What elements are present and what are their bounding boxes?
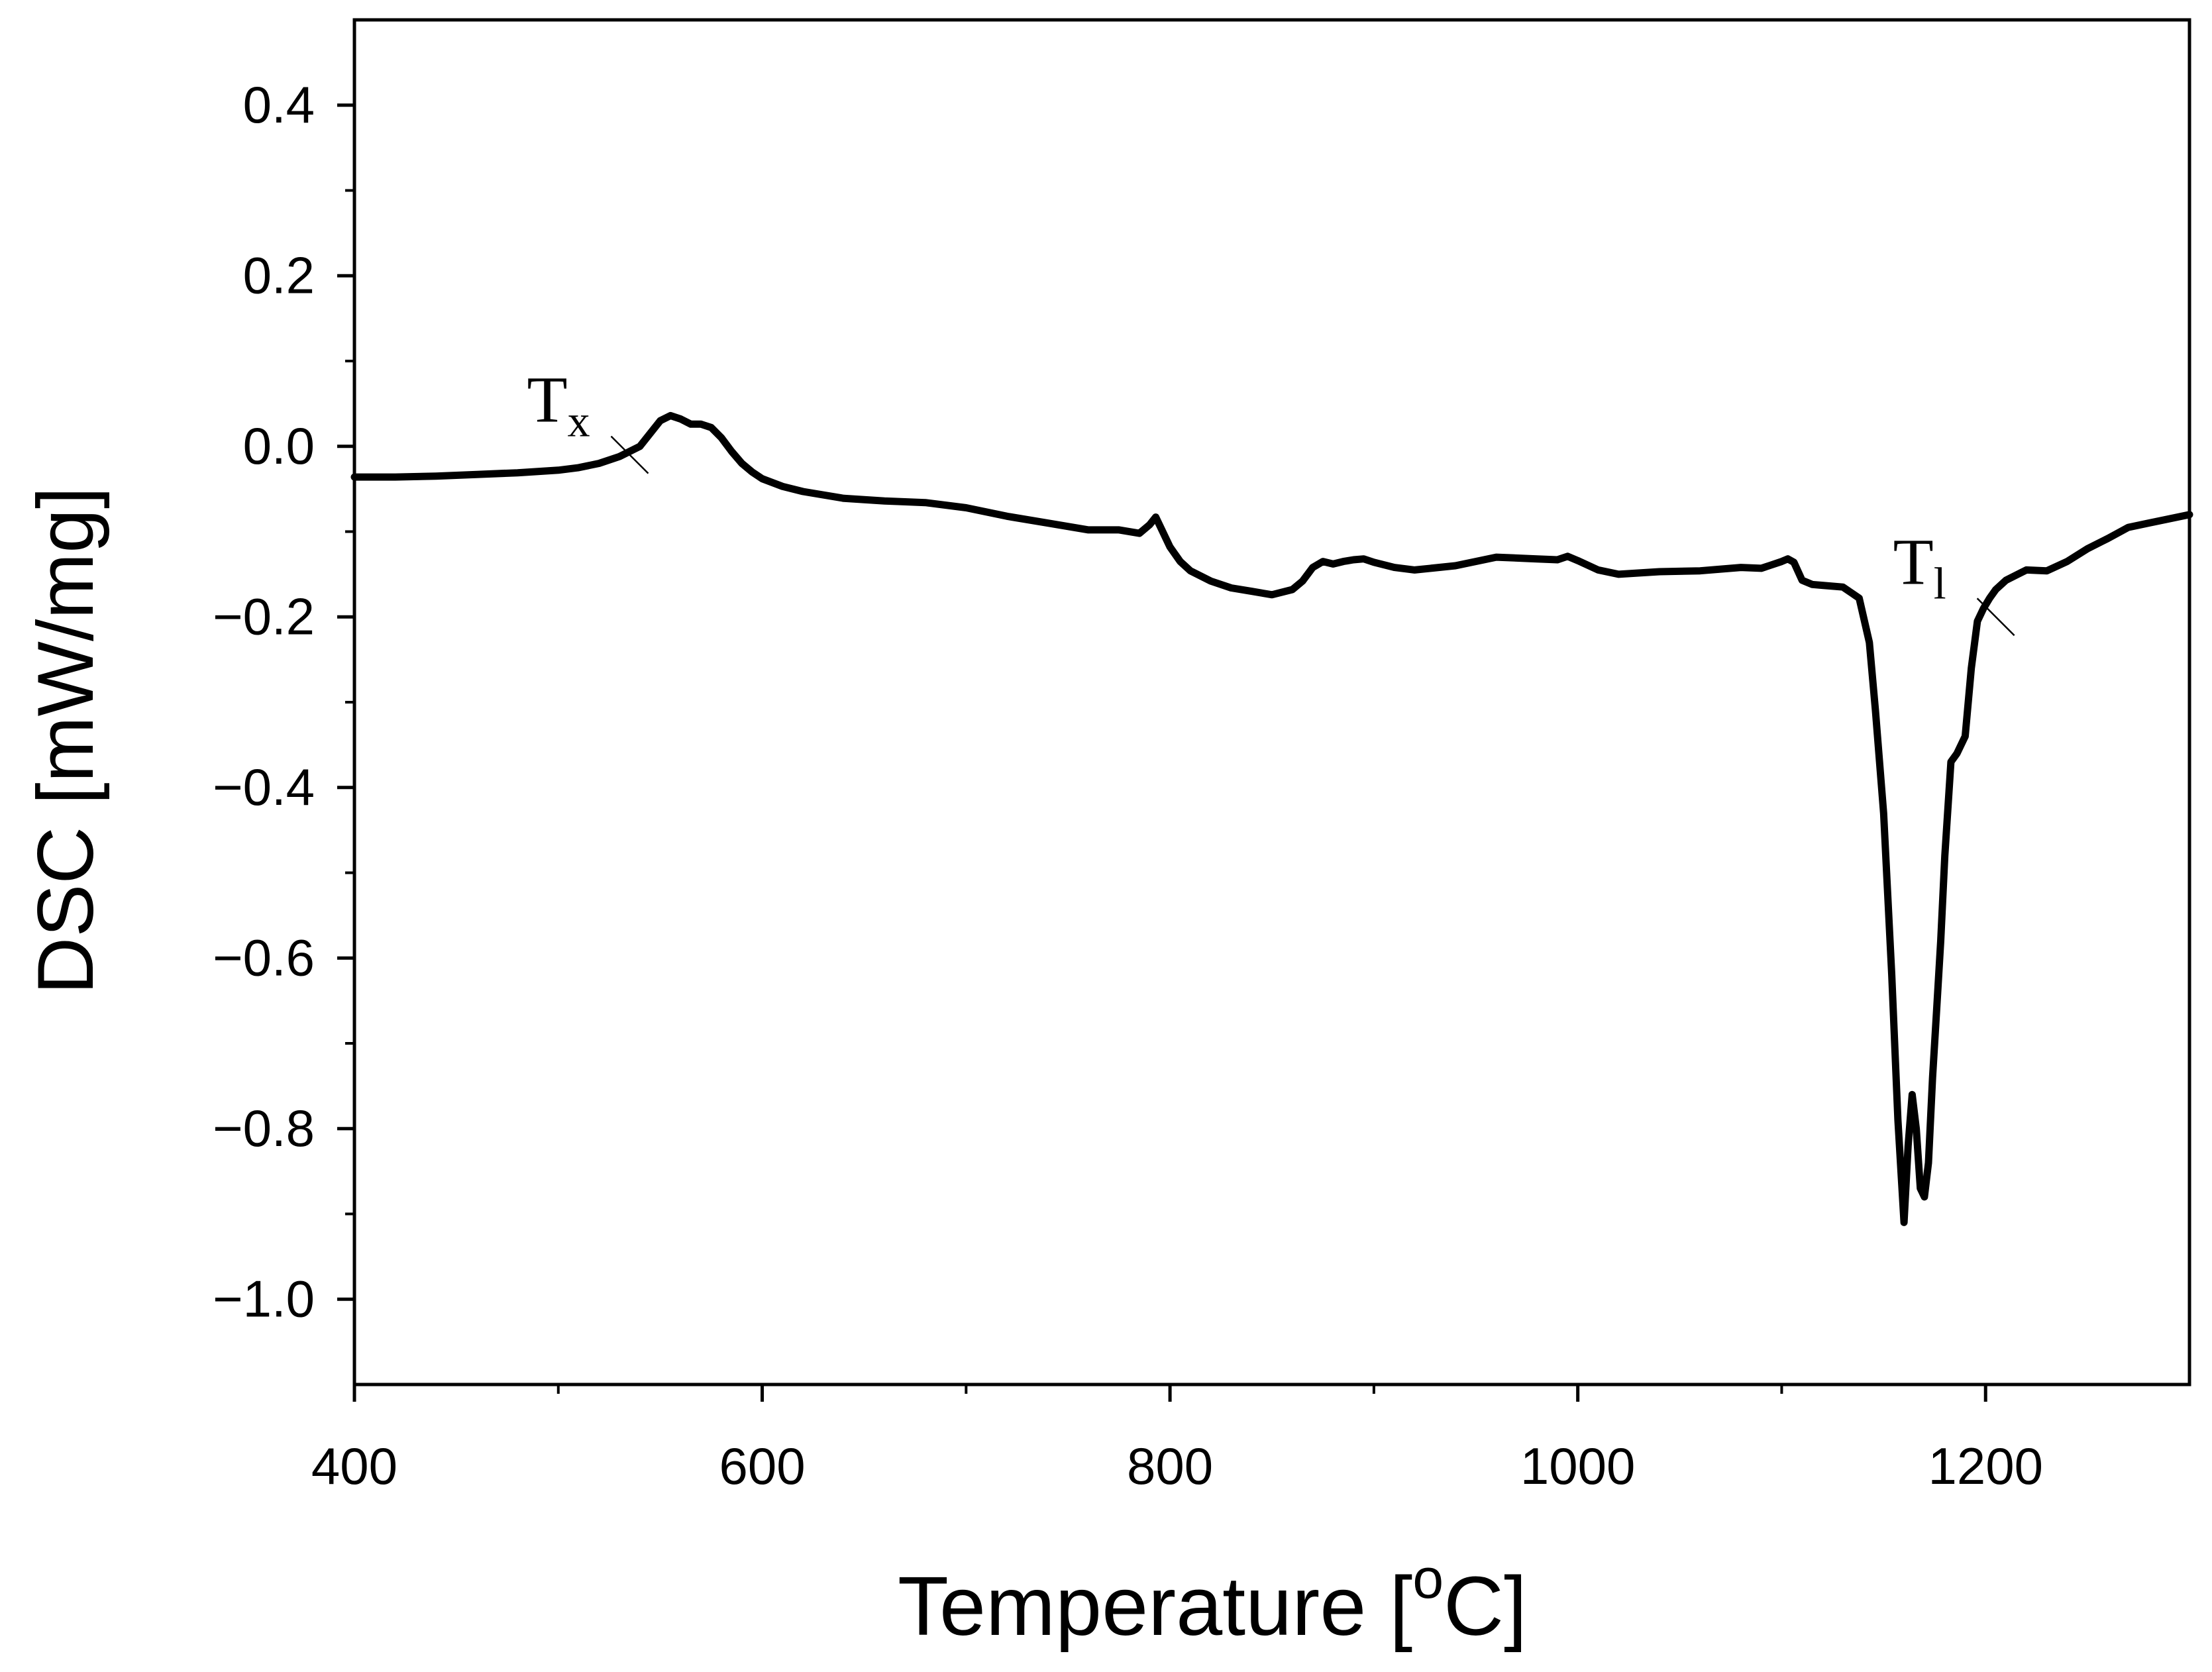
x-axis-label-unit: C]	[1444, 1559, 1527, 1653]
y-tick-label-2: 0.0	[243, 417, 315, 475]
x-tick-label-400: 400	[311, 1437, 397, 1495]
y-tick-label-4: −0.4	[213, 758, 315, 816]
dsc-series-line-0	[350, 411, 2193, 1226]
plot-frame	[352, 18, 2191, 1386]
y-tick-label-6: −0.8	[213, 1099, 315, 1157]
y-tick-label-5: −0.6	[213, 928, 315, 986]
plot-area	[350, 411, 2193, 1226]
x-tick-label-1200: 1200	[1928, 1437, 2043, 1495]
y-tick-label-1: 0.2	[243, 246, 315, 304]
x-tick-label-1000: 1000	[1520, 1437, 1636, 1495]
annotation-marker-0	[610, 435, 649, 474]
annotations: Tx Tl	[527, 363, 2015, 637]
y-tick-label-3: −0.2	[213, 587, 315, 645]
y-tick-label-0: 0.4	[243, 76, 315, 134]
annotation-label-1: Tl	[1893, 525, 1946, 608]
x-axis-label: Temperature [oC]	[898, 1547, 1527, 1653]
x-axis-label-degree: o	[1412, 1547, 1444, 1610]
x-tick-label-600: 600	[719, 1437, 805, 1495]
x-axis-label-main: Temperature [	[898, 1559, 1412, 1653]
y-axis-label: DSC [mW/mg]	[21, 487, 110, 995]
y-tick-label-7: −1.0	[213, 1269, 315, 1328]
x-tick-label-800: 800	[1127, 1437, 1213, 1495]
annotation-marker-1	[1976, 598, 2015, 637]
annotation-label-0: Tx	[527, 363, 590, 446]
axes: 400 600 800 1000 1200 0.4 0.2 0.0 −0.2 −0.4 −0.6 −0…	[213, 18, 2191, 1495]
